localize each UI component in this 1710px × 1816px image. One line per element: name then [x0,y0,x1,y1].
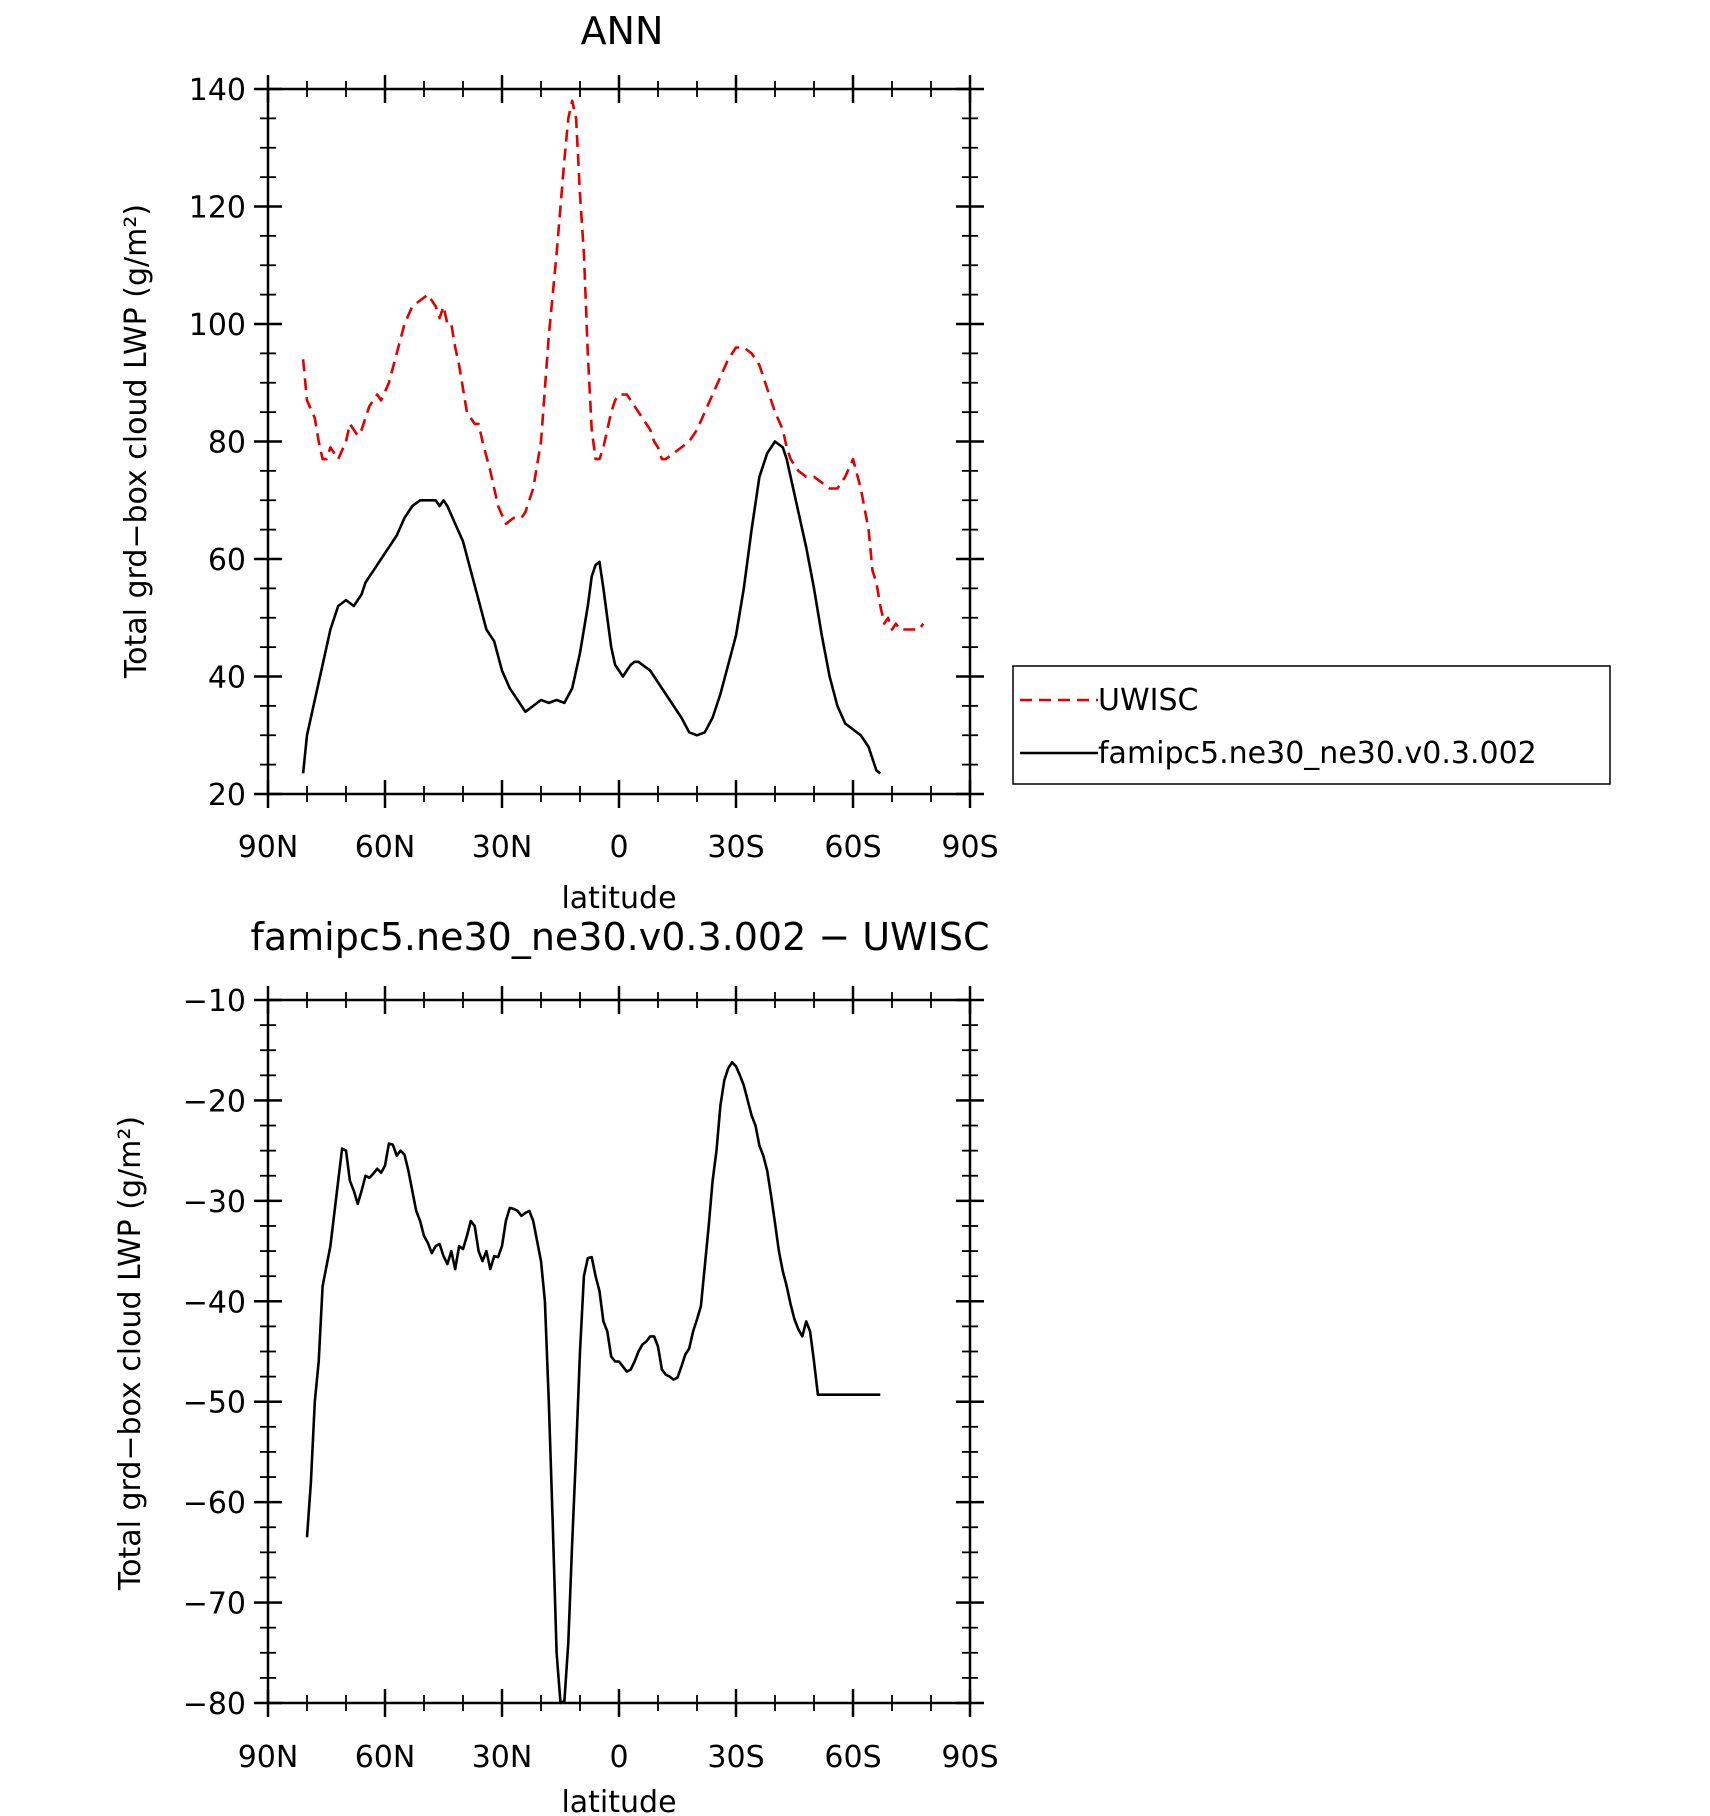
y-tick-label: −50 [183,1386,246,1421]
bottom-x-axis-label: latitude [561,1785,676,1816]
top-x-axis-label: latitude [561,881,676,916]
y-tick-label: 100 [189,308,246,343]
bottom-ticks: 90N 60N 30N 0 30S 60S 90S −80 −70 −60 −50 −40 −30 −20… [183,984,999,1775]
y-tick-label: −80 [183,1687,246,1722]
bottom-series-layer [305,1061,881,1705]
top-panel-title: ANN [581,9,664,53]
top-series-layer [301,99,925,775]
series-line-famipc5-ne30-ne30-v0-3-002 [301,440,882,775]
y-tick-label: −70 [183,1587,246,1622]
x-tick-label: 60S [824,1740,881,1775]
x-tick-label: 30S [707,830,764,865]
top-ticks: 90N 60N 30N 0 30S 60S 90S 20 40 60 80 100 120 140 [189,73,999,865]
y-tick-label: 120 [189,191,246,226]
y-tick-label: 140 [189,73,246,108]
y-tick-label: −60 [183,1486,246,1521]
x-tick-label: 30N [472,830,533,865]
x-tick-label: 0 [609,830,628,865]
bottom-y-axis-label: Total grd−box cloud LWP (g/m²) [113,1116,148,1591]
x-tick-label: 30N [472,1740,533,1775]
x-tick-label: 0 [609,1740,628,1775]
top-plot-frame [266,87,972,796]
legend: UWISC famipc5.ne30_ne30.v0.3.002 [1012,665,1611,785]
bottom-panel: famipc5.ne30_ne30.v0.3.002 − UWISC 90N 60… [113,915,999,1816]
y-tick-label: −20 [183,1084,246,1119]
legend-label-uwisc: UWISC [1098,683,1198,718]
x-tick-label: 90S [941,830,998,865]
x-tick-label: 90N [238,1740,299,1775]
y-tick-label: 20 [208,778,246,813]
y-tick-label: −10 [183,984,246,1019]
legend-label-model: famipc5.ne30_ne30.v0.3.002 [1098,736,1537,771]
y-tick-label: 80 [208,426,246,461]
series-line-uwisc [301,99,925,631]
top-y-axis-label: Total grd−box cloud LWP (g/m²) [119,204,154,679]
y-tick-label: 40 [208,661,246,696]
y-tick-label: 60 [208,543,246,578]
x-tick-label: 60N [355,1740,416,1775]
x-tick-label: 60S [824,830,881,865]
series-line-difference [305,1061,881,1705]
y-tick-label: −40 [183,1285,246,1320]
x-tick-label: 90N [238,830,299,865]
legend-box [1012,665,1611,785]
x-tick-label: 90S [941,1740,998,1775]
bottom-plot-frame [266,998,972,1705]
bottom-panel-title: famipc5.ne30_ne30.v0.3.002 − UWISC [251,915,990,959]
top-panel: ANN 90N 60N 30N 0 30S 60S 90S 20 40 60 80 100 120 140… [119,9,999,916]
x-tick-label: 60N [355,830,416,865]
y-tick-label: −30 [183,1185,246,1220]
x-tick-label: 30S [707,1740,764,1775]
